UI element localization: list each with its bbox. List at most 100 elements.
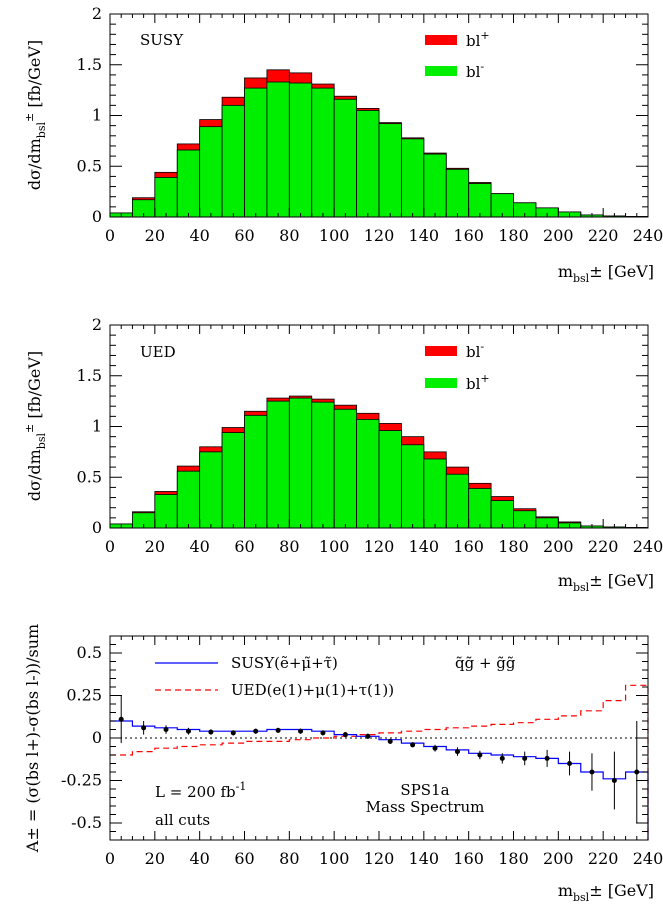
hist-bar-series-2 bbox=[199, 126, 223, 218]
x-tick-label: 200 bbox=[543, 226, 574, 245]
data-point bbox=[499, 755, 505, 761]
susy-legend-swatch-2 bbox=[425, 66, 457, 76]
y-tick-label: -0.25 bbox=[61, 771, 102, 790]
x-tick-label: 60 bbox=[234, 537, 254, 556]
asymmetry-lines bbox=[110, 684, 649, 840]
asymmetry-y-axis-label: A± = (σ(bs l+)-σ(bs l-))/sum bbox=[23, 624, 42, 853]
data-point bbox=[298, 728, 304, 734]
hist-bar-series-2 bbox=[401, 138, 425, 218]
x-tick-label: 220 bbox=[588, 226, 619, 245]
data-point bbox=[589, 769, 595, 775]
ued-step-line bbox=[110, 684, 649, 840]
x-tick-label: 200 bbox=[543, 537, 574, 556]
data-point bbox=[141, 725, 147, 731]
data-point bbox=[454, 749, 460, 755]
x-tick-label: 180 bbox=[498, 226, 529, 245]
data-point bbox=[432, 745, 438, 751]
cuts-annotation: all cuts bbox=[155, 811, 210, 829]
data-point bbox=[118, 716, 124, 722]
legend-susy-label: SUSY(ẽ+μ̃+τ̃) bbox=[231, 654, 338, 672]
data-point bbox=[365, 733, 371, 739]
x-tick-label: 40 bbox=[189, 537, 209, 556]
process-annotation: q̃g̃ + g̃g̃ bbox=[455, 654, 516, 672]
ued-histogram-panel: 0 20 40 60 80 100 120 140 160 180 200 220 240 0 0.5 1 1.… bbox=[23, 315, 663, 594]
y-tick-label: 0 bbox=[92, 207, 102, 226]
x-tick-label: 40 bbox=[189, 226, 209, 245]
x-tick-label: 140 bbox=[409, 226, 440, 245]
x-tick-label: 220 bbox=[588, 537, 619, 556]
susy-legend-2: bl- bbox=[466, 60, 484, 81]
ued-legend-1: bl- bbox=[466, 340, 484, 361]
y-tick-label: 1 bbox=[92, 106, 102, 125]
y-tick-label: 0.5 bbox=[77, 643, 102, 662]
hist-bar-series-2 bbox=[288, 397, 313, 529]
hist-bar-series-2 bbox=[221, 432, 245, 529]
y-tick-label: 1.5 bbox=[77, 366, 102, 385]
ued-y-axis-label: dσ/dmbsl± [fb/GeV] bbox=[23, 351, 48, 501]
x-tick-label: 120 bbox=[364, 226, 395, 245]
hist-bar-series-2 bbox=[423, 458, 447, 529]
x-tick-label: 160 bbox=[453, 226, 484, 245]
susy-legend-swatch-1 bbox=[425, 35, 457, 45]
data-point bbox=[544, 755, 550, 761]
x-tick-label: 120 bbox=[364, 537, 395, 556]
data-point bbox=[185, 728, 191, 734]
hist-bar-series-2 bbox=[356, 418, 380, 529]
y-tick-label: 1.5 bbox=[77, 55, 102, 74]
x-tick-label: 0 bbox=[105, 849, 115, 868]
hist-bar-series-2 bbox=[154, 494, 178, 529]
ued-legend-swatch-2 bbox=[425, 378, 457, 388]
data-point bbox=[477, 752, 483, 758]
data-point bbox=[634, 769, 640, 775]
hist-bar-series-2 bbox=[423, 153, 447, 218]
hist-bar-series-2 bbox=[378, 123, 402, 218]
x-tick-label: 80 bbox=[279, 226, 299, 245]
x-tick-label: 40 bbox=[189, 849, 209, 868]
asymmetry-x-axis-label: mbsl± [GeV] bbox=[558, 881, 654, 904]
data-point bbox=[522, 755, 528, 761]
y-tick-label: 2 bbox=[92, 4, 102, 23]
hist-bar-series-2 bbox=[199, 451, 223, 529]
x-tick-label: 60 bbox=[234, 849, 254, 868]
x-tick-label: 240 bbox=[633, 849, 663, 868]
hist-bar-series-2 bbox=[266, 400, 290, 529]
hist-bar-series-2 bbox=[333, 408, 357, 529]
susy-panel-label: SUSY bbox=[140, 31, 184, 49]
x-tick-label: 20 bbox=[145, 537, 165, 556]
y-tick-label: 2 bbox=[92, 315, 102, 334]
x-tick-label: 180 bbox=[498, 849, 529, 868]
spectrum-annotation-2: Mass Spectrum bbox=[366, 798, 485, 816]
hist-bar-series-2 bbox=[378, 430, 402, 529]
x-tick-label: 160 bbox=[453, 537, 484, 556]
x-tick-label: 60 bbox=[234, 226, 254, 245]
hist-bar-series-2 bbox=[244, 87, 268, 218]
asymmetry-ticks: 0 20 40 60 80 100 120 140 160 180 200 220 240 -0.5 -0.… bbox=[61, 635, 663, 868]
hist-bar-series-2 bbox=[445, 473, 470, 529]
ued-legend-2: bl+ bbox=[466, 372, 490, 393]
data-point bbox=[275, 727, 281, 733]
spectrum-annotation-1: SPS1a bbox=[400, 781, 449, 799]
hist-bar-series-2 bbox=[288, 82, 313, 218]
hist-bar-series-2 bbox=[311, 87, 335, 218]
x-tick-label: 80 bbox=[279, 849, 299, 868]
lumi-annotation: L = 200 fb-1 bbox=[155, 780, 246, 801]
data-point bbox=[253, 728, 259, 734]
susy-ticks: 0 20 40 60 80 100 120 140 160 180 200 220 240 0 0.5 1 1.… bbox=[77, 4, 663, 245]
x-tick-label: 100 bbox=[319, 537, 350, 556]
hist-bar-series-2 bbox=[244, 414, 268, 529]
y-tick-label: 0.5 bbox=[77, 156, 102, 175]
ued-panel-label: UED bbox=[140, 343, 176, 361]
data-point bbox=[163, 727, 169, 732]
y-tick-label: 0 bbox=[92, 518, 102, 537]
x-tick-label: 80 bbox=[279, 537, 299, 556]
hist-bar-series-2 bbox=[311, 401, 335, 529]
hist-bar-series-2 bbox=[490, 500, 514, 529]
hist-bar-series-2 bbox=[468, 488, 492, 529]
data-point bbox=[410, 742, 416, 748]
hist-bar-series-2 bbox=[221, 104, 245, 218]
x-tick-label: 240 bbox=[633, 226, 663, 245]
ued-x-axis-label: mbsl± [GeV] bbox=[558, 571, 654, 594]
hist-bar-series-2 bbox=[401, 444, 425, 529]
ued-bars bbox=[109, 395, 649, 529]
